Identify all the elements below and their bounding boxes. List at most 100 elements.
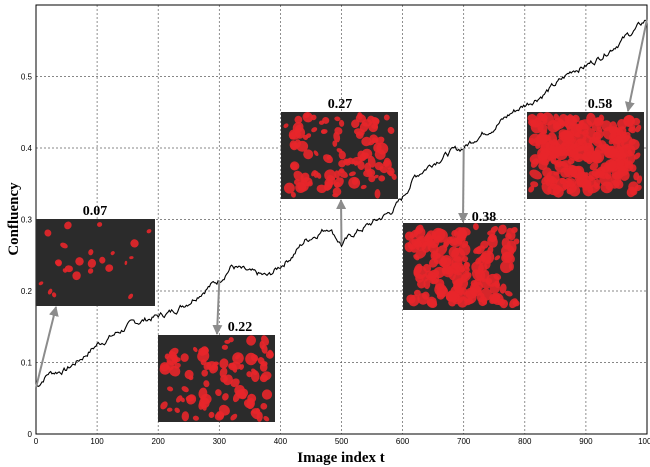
cell-blob (203, 380, 210, 388)
cell-blob (440, 258, 448, 266)
callout-arrows (35, 19, 648, 388)
y-tick-label: 0.2 (21, 287, 33, 296)
cell-blob (130, 239, 139, 248)
cell-blob (500, 260, 513, 274)
cell-blob (529, 169, 542, 180)
cell-blob (573, 153, 584, 163)
cell-blob (321, 129, 328, 134)
cell-blob (283, 182, 295, 194)
cell-blob (265, 350, 274, 359)
cell-blob (181, 386, 189, 393)
cell-blob (590, 149, 605, 164)
cell-blob (504, 290, 513, 297)
cell-blob (166, 407, 173, 412)
y-axis-label: Confluency (6, 182, 22, 256)
x-tick-label: 900 (579, 437, 593, 446)
cell-blob (87, 268, 94, 274)
cell-image-thumbnail (158, 335, 275, 422)
cell-blob (470, 279, 478, 287)
x-tick-label: 200 (152, 437, 166, 446)
cell-blob (494, 255, 501, 261)
cell-blob (375, 136, 385, 145)
cell-blob (501, 251, 514, 263)
cell-blob (348, 171, 356, 177)
cell-blob (351, 119, 360, 129)
cell-blob (585, 128, 596, 140)
cell-blob (294, 115, 303, 124)
cell-blob (577, 138, 583, 146)
cell-blob (605, 182, 613, 191)
cell-blob (216, 411, 225, 419)
cell-blob (326, 155, 332, 160)
cell-blob (633, 172, 640, 181)
cell-blob (417, 279, 426, 289)
cell-blob (530, 158, 539, 168)
cell-blob (530, 120, 538, 127)
cell-blob (458, 266, 465, 273)
cell-blob (461, 255, 469, 263)
callout-labels: 0.07 0.22 0.27 0.38 0.58 (83, 97, 613, 335)
cell-blob (336, 148, 343, 154)
cell-blob (433, 266, 446, 279)
cell-blob (160, 401, 168, 410)
cell-blob (374, 189, 381, 199)
y-tick-label: 0.5 (21, 73, 33, 82)
cell-blob (351, 156, 363, 165)
cell-blob (348, 176, 361, 189)
cell-blob (47, 288, 53, 295)
cell-blob (357, 112, 363, 120)
cell-blob (566, 115, 578, 126)
cell-blob (554, 160, 559, 167)
cell-blob (547, 183, 562, 196)
cell-blob (604, 172, 612, 180)
cell-blob (371, 124, 378, 129)
y-tick-label: 0.1 (21, 359, 33, 368)
cell-blob (235, 354, 241, 360)
callout-arrow (624, 19, 648, 112)
cell-blob (303, 149, 314, 160)
cell-blob (615, 135, 622, 142)
cell-blob (290, 162, 298, 171)
confluency-value-label: 0.22 (228, 320, 253, 335)
cell-blob (219, 367, 228, 378)
cell-blob (219, 358, 229, 369)
cell-blob (586, 112, 597, 126)
confluency-series-line (35, 19, 648, 388)
cell-blob (246, 398, 255, 410)
cell-blob (617, 159, 625, 167)
cell-blob (311, 170, 317, 177)
cell-blob (283, 123, 289, 129)
cell-blob (448, 246, 460, 258)
cell-blob (209, 364, 219, 374)
cell-blob (546, 170, 560, 184)
cell-blob (435, 245, 448, 257)
cell-blob (260, 371, 272, 381)
cell-blob (574, 133, 581, 138)
cell-blob (480, 250, 495, 264)
cell-blob (568, 164, 578, 178)
x-axis-label: Image index t (297, 450, 385, 466)
cell-blob (167, 386, 174, 392)
cell-blob (259, 340, 265, 350)
cell-blob (316, 172, 322, 179)
cell-blob (231, 361, 242, 370)
cell-blob (383, 114, 390, 121)
cell-blob (406, 294, 416, 304)
cell-blob (475, 257, 482, 265)
cell-blob (414, 249, 427, 259)
y-tick-label: 0 (28, 430, 33, 439)
cell-blob (404, 231, 415, 241)
x-tick-label: 100 (90, 437, 104, 446)
cell-blob (530, 181, 539, 188)
cell-blob (428, 257, 439, 268)
cell-blob (376, 142, 389, 155)
cell-blob (318, 120, 325, 125)
cell-blob (603, 145, 616, 159)
cell-blob (193, 346, 198, 353)
cell-blob (480, 297, 488, 305)
cell-blob (251, 368, 258, 376)
cell-blob (424, 233, 432, 242)
cell-blob (460, 272, 472, 283)
